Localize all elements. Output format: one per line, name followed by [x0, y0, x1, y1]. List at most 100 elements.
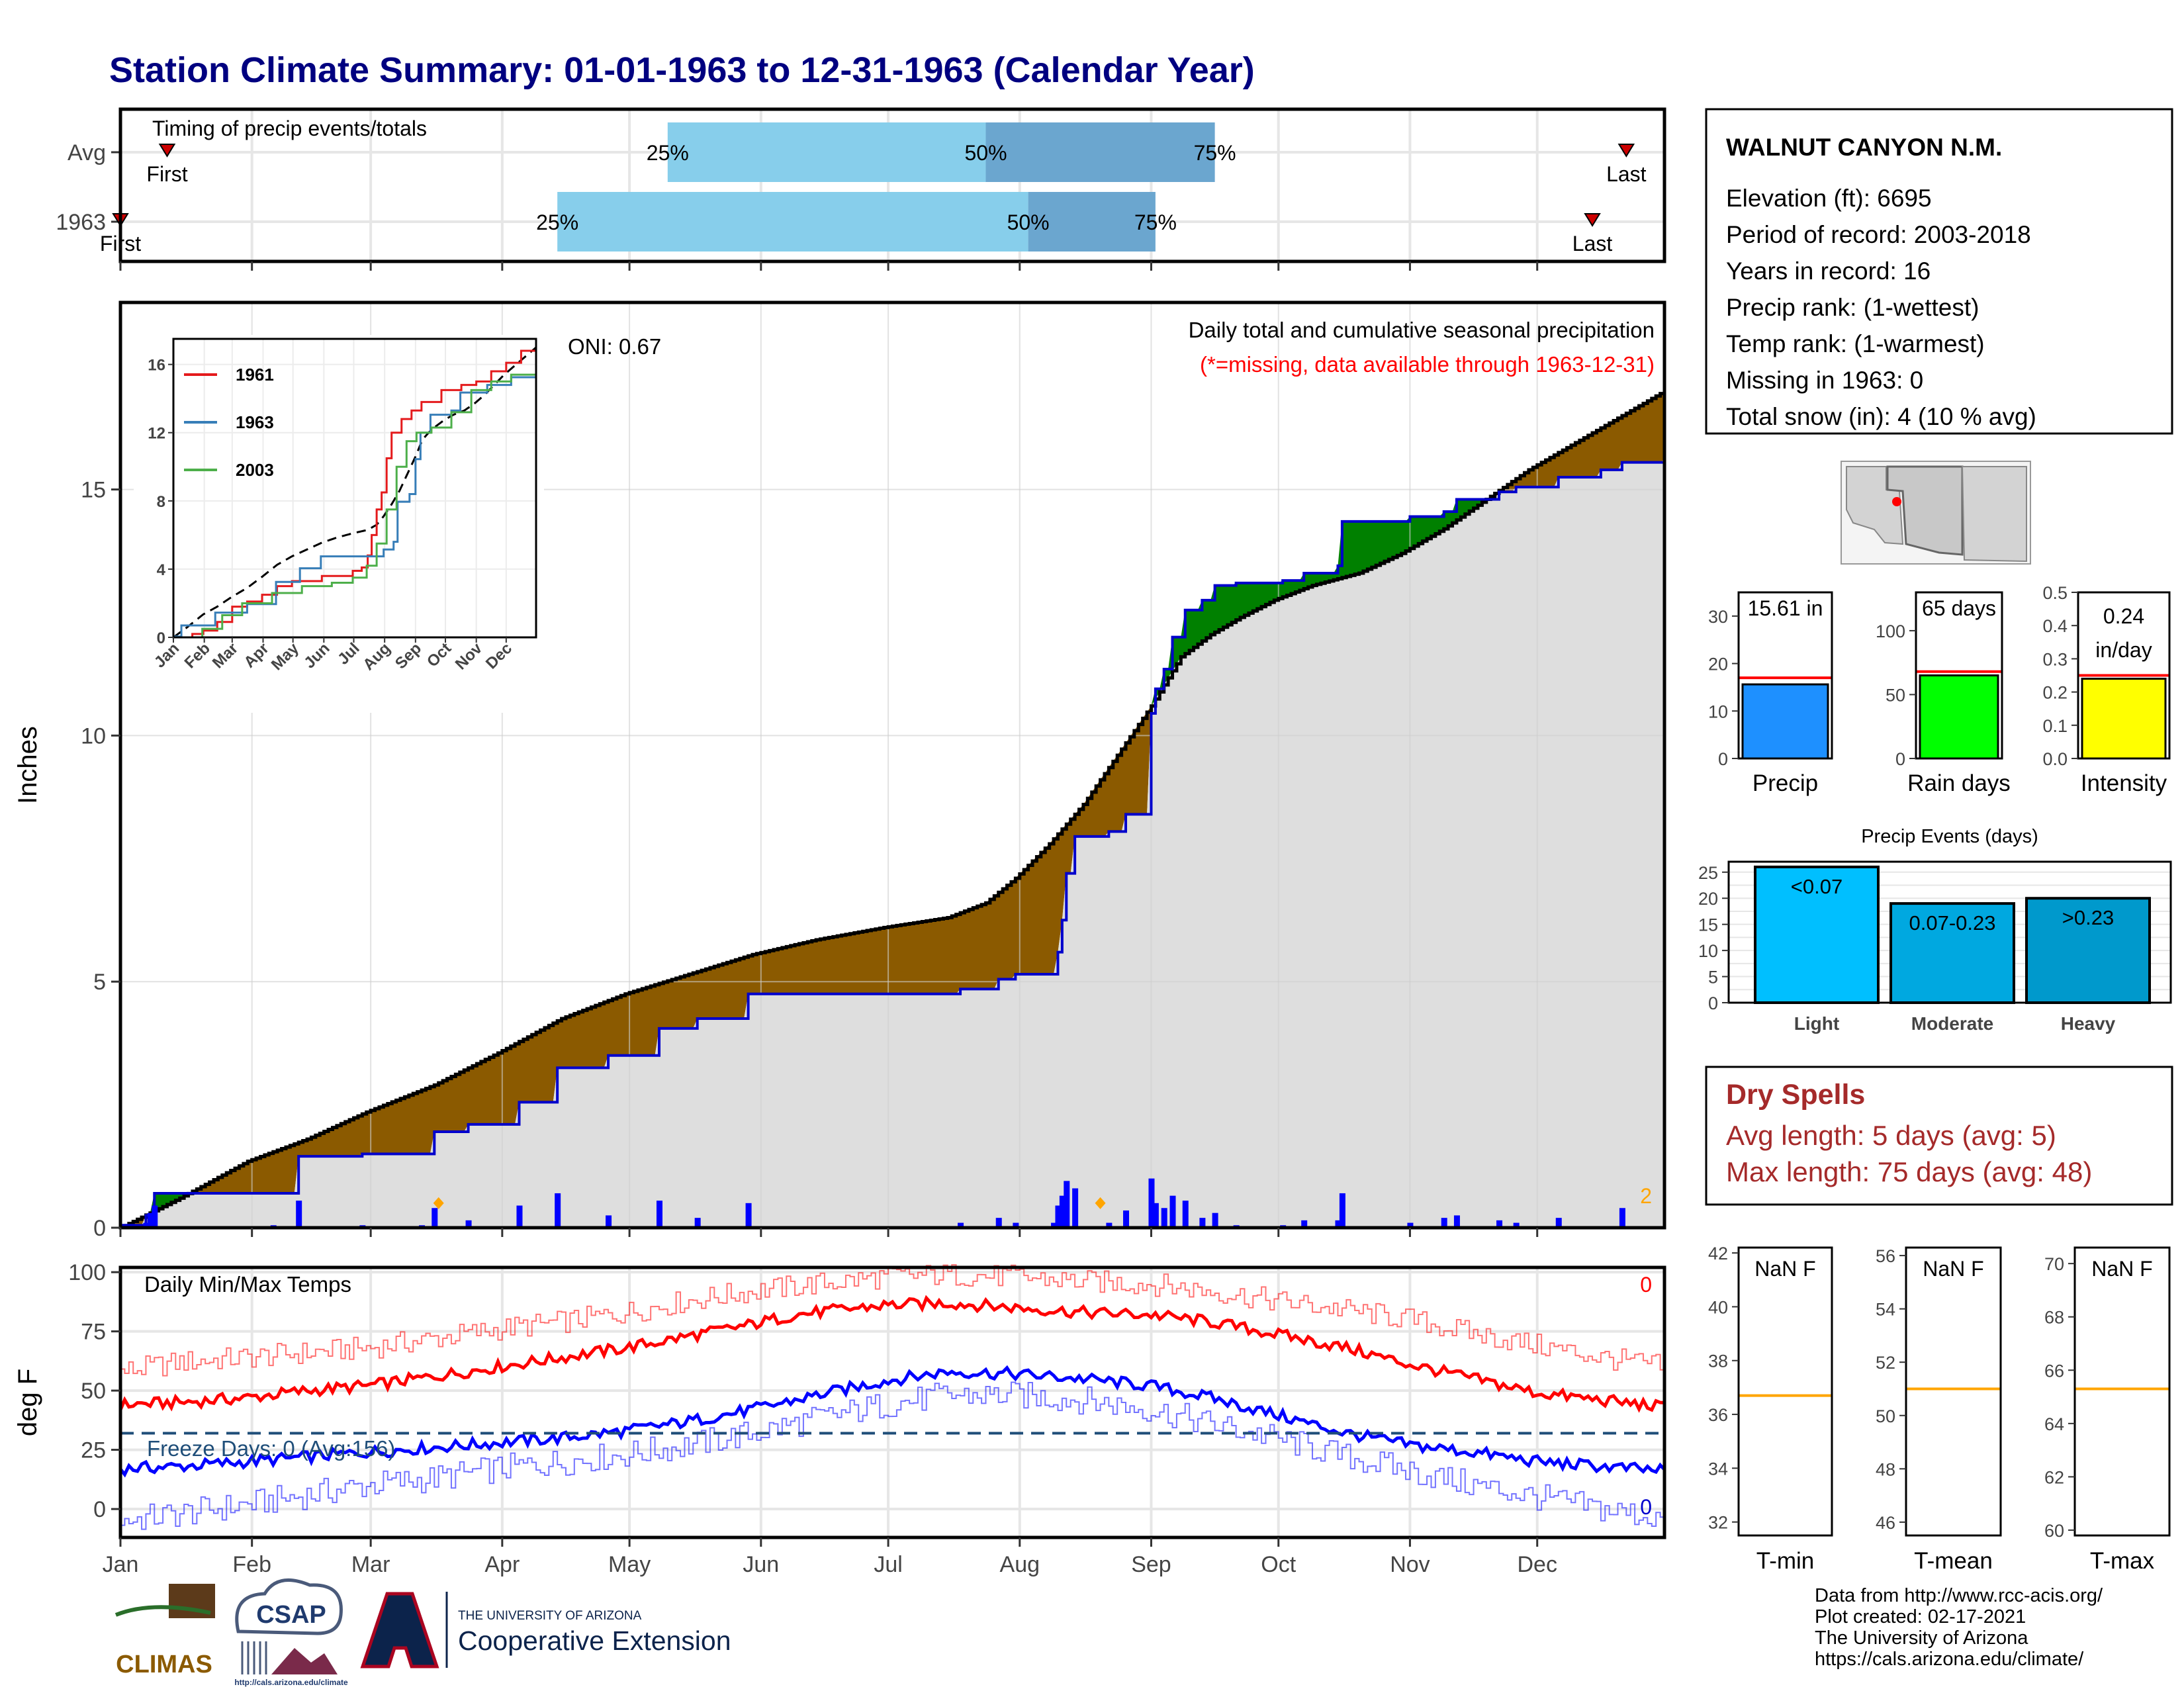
precip-y-axis-label: Inches [13, 726, 42, 804]
inset-background [134, 335, 544, 713]
location-map [1841, 461, 2031, 565]
daily-precip-bar [1441, 1218, 1447, 1228]
min-count-label: 0 [1640, 1495, 1652, 1519]
temp-stat-background [1739, 1248, 1832, 1535]
timing-percentile-label: 25% [647, 141, 689, 165]
timing-bar-50-75 [985, 122, 1215, 182]
temp-panel-frame [118, 1265, 1666, 1539]
precip-y-tick-label: 5 [93, 970, 106, 995]
timing-marker-label: First [146, 162, 187, 186]
daily-precip-bar [1335, 1220, 1342, 1228]
inset-y-tick-label: 8 [157, 493, 165, 511]
timing-row-label: Avg [68, 140, 106, 165]
station-info-line: Total snow (in): 4 (10 % avg) [1726, 403, 2036, 430]
dry-spells-line: Max length: 75 days (avg: 48) [1726, 1156, 2092, 1187]
temp-stat-label: T-mean [1914, 1548, 1993, 1574]
inset-series-line [173, 371, 537, 638]
footer-line: Plot created: 02-17-2021 [1815, 1606, 2026, 1627]
events-bar-label: 0.07-0.23 [1909, 911, 1996, 935]
events-bar [1754, 865, 1880, 1005]
inset-legend-label: 1963 [236, 412, 274, 432]
precip-events-chart: Precip Events (days) <0.07 Light 0.07-0.23 M… [1698, 826, 2172, 1034]
events-title: Precip Events (days) [1861, 826, 2038, 847]
temp-stat-y-tick-label: 56 [1876, 1246, 1895, 1266]
footer-line: Data from http://www.rcc-acis.org/ [1815, 1585, 2103, 1606]
temp-stat-label: T-max [2090, 1548, 2155, 1574]
stat-panel-label: Precip [1752, 770, 1818, 796]
stat-y-tick-label: 0.3 [2042, 649, 2068, 669]
month-tick-label: Jun [743, 1552, 779, 1577]
map-state-east [1961, 466, 2027, 563]
station-info-line: Years in record: 16 [1726, 257, 1931, 285]
daily-precip-bar [1199, 1218, 1206, 1228]
daily-precip-bar [1169, 1195, 1176, 1228]
daily-precip-bar [1555, 1218, 1562, 1228]
events-category-label: Moderate [1911, 1013, 1993, 1034]
stat-value-label: 0.24 [2103, 604, 2144, 628]
timing-percentile-label: 75% [1134, 210, 1177, 234]
temp-stat-y-tick-label: 66 [2044, 1361, 2064, 1381]
temp-y-tick-label: 0 [93, 1497, 106, 1522]
month-tick-label: May [608, 1552, 651, 1577]
timing-percentile-label: 25% [536, 210, 578, 234]
temp-stat-y-tick-label: 46 [1876, 1513, 1895, 1533]
daily-precip-bar [1072, 1188, 1079, 1228]
precip-panel-frame [118, 300, 1666, 1230]
temp-stat-y-tick-label: 36 [1708, 1405, 1728, 1425]
temp-y-axis-label: deg F [13, 1369, 42, 1436]
month-tick-label: Mar [351, 1552, 390, 1577]
stat-y-tick-label: 0 [1895, 749, 1905, 769]
csap-logo-cloud [235, 1578, 343, 1635]
daily-precip-bar [152, 1205, 158, 1228]
stat-panel-frame [1737, 591, 1833, 760]
timing-marker-label: Last [1606, 162, 1647, 186]
timing-bar-50-75 [1028, 192, 1156, 251]
daily-precip-bar [143, 1222, 150, 1228]
stat-value-label: 65 days [1922, 596, 1996, 620]
precip-panel-note: (*=missing, data available through 1963-… [1200, 352, 1655, 377]
station-info-box: WALNUT CANYON N.M. Elevation (ft): 6695 Pe… [1705, 108, 2173, 435]
daily-precip-bar [1161, 1208, 1167, 1228]
temp-panel-title: Daily Min/Max Temps [144, 1272, 351, 1297]
cumulative-1963-line [120, 459, 1666, 1227]
station-info-line: Elevation (ft): 6695 [1726, 185, 1932, 212]
stat-y-tick-label: 0.4 [2042, 616, 2068, 636]
inset-frame [172, 338, 537, 639]
stat-panel-rain-days: 0 50 100 65 days Rain days [1876, 591, 2011, 796]
daily-precip-marker [1095, 1197, 1106, 1209]
daily-precip-bar [1339, 1193, 1345, 1228]
timing-bar-25-50 [667, 122, 986, 182]
footer-credits: Data from http://www.rcc-acis.org/Plot c… [1815, 1585, 2103, 1670]
temp-stat-panel-t-max: 60 62 64 66 68 70 NaN F T-max [2044, 1246, 2171, 1574]
timing-marker [158, 144, 176, 158]
month-tick-label: Apr [484, 1552, 520, 1577]
temp-stat-background [1906, 1248, 2001, 1535]
stat-y-tick-label: 20 [1708, 655, 1728, 674]
freeze-days-label: Freeze Days: 0 (Avg:156) [147, 1436, 395, 1461]
daily-precip-bar [1152, 1203, 1159, 1228]
temp-stat-value: NaN F [1754, 1257, 1815, 1281]
events-category-label: Heavy [2061, 1013, 2116, 1034]
csap-logo-url: http://cals.arizona.edu/climate [234, 1678, 348, 1687]
temp-stat-y-tick-label: 40 [1708, 1297, 1728, 1317]
stat-panel-intensity: 0.0 0.1 0.2 0.3 0.4 0.5 0.24 in/day Intensity [2042, 583, 2171, 796]
temp-stat-y-tick-label: 50 [1876, 1406, 1895, 1426]
daily-precip-bar [296, 1201, 302, 1228]
timing-panel-title: Timing of precip events/totals [152, 116, 427, 140]
precip-y-tick-label: 0 [93, 1216, 106, 1241]
daily-precip-bar [1123, 1210, 1130, 1228]
daily-precip-bar [1496, 1220, 1503, 1228]
daily-precip-bar [958, 1222, 964, 1228]
temp-stat-y-tick-label: 32 [1708, 1513, 1728, 1533]
inset-y-tick-label: 16 [148, 357, 165, 375]
inset-y-tick-label: 12 [148, 425, 165, 443]
timing-marker [1617, 144, 1635, 158]
temp-stat-y-tick-label: 64 [2044, 1414, 2064, 1434]
temp-stat-y-tick-label: 38 [1708, 1351, 1728, 1371]
dry-spells-line: Avg length: 5 days (avg: 5) [1726, 1120, 2056, 1151]
month-tick-label: Oct [1261, 1552, 1296, 1577]
stat-bar [1741, 683, 1829, 760]
